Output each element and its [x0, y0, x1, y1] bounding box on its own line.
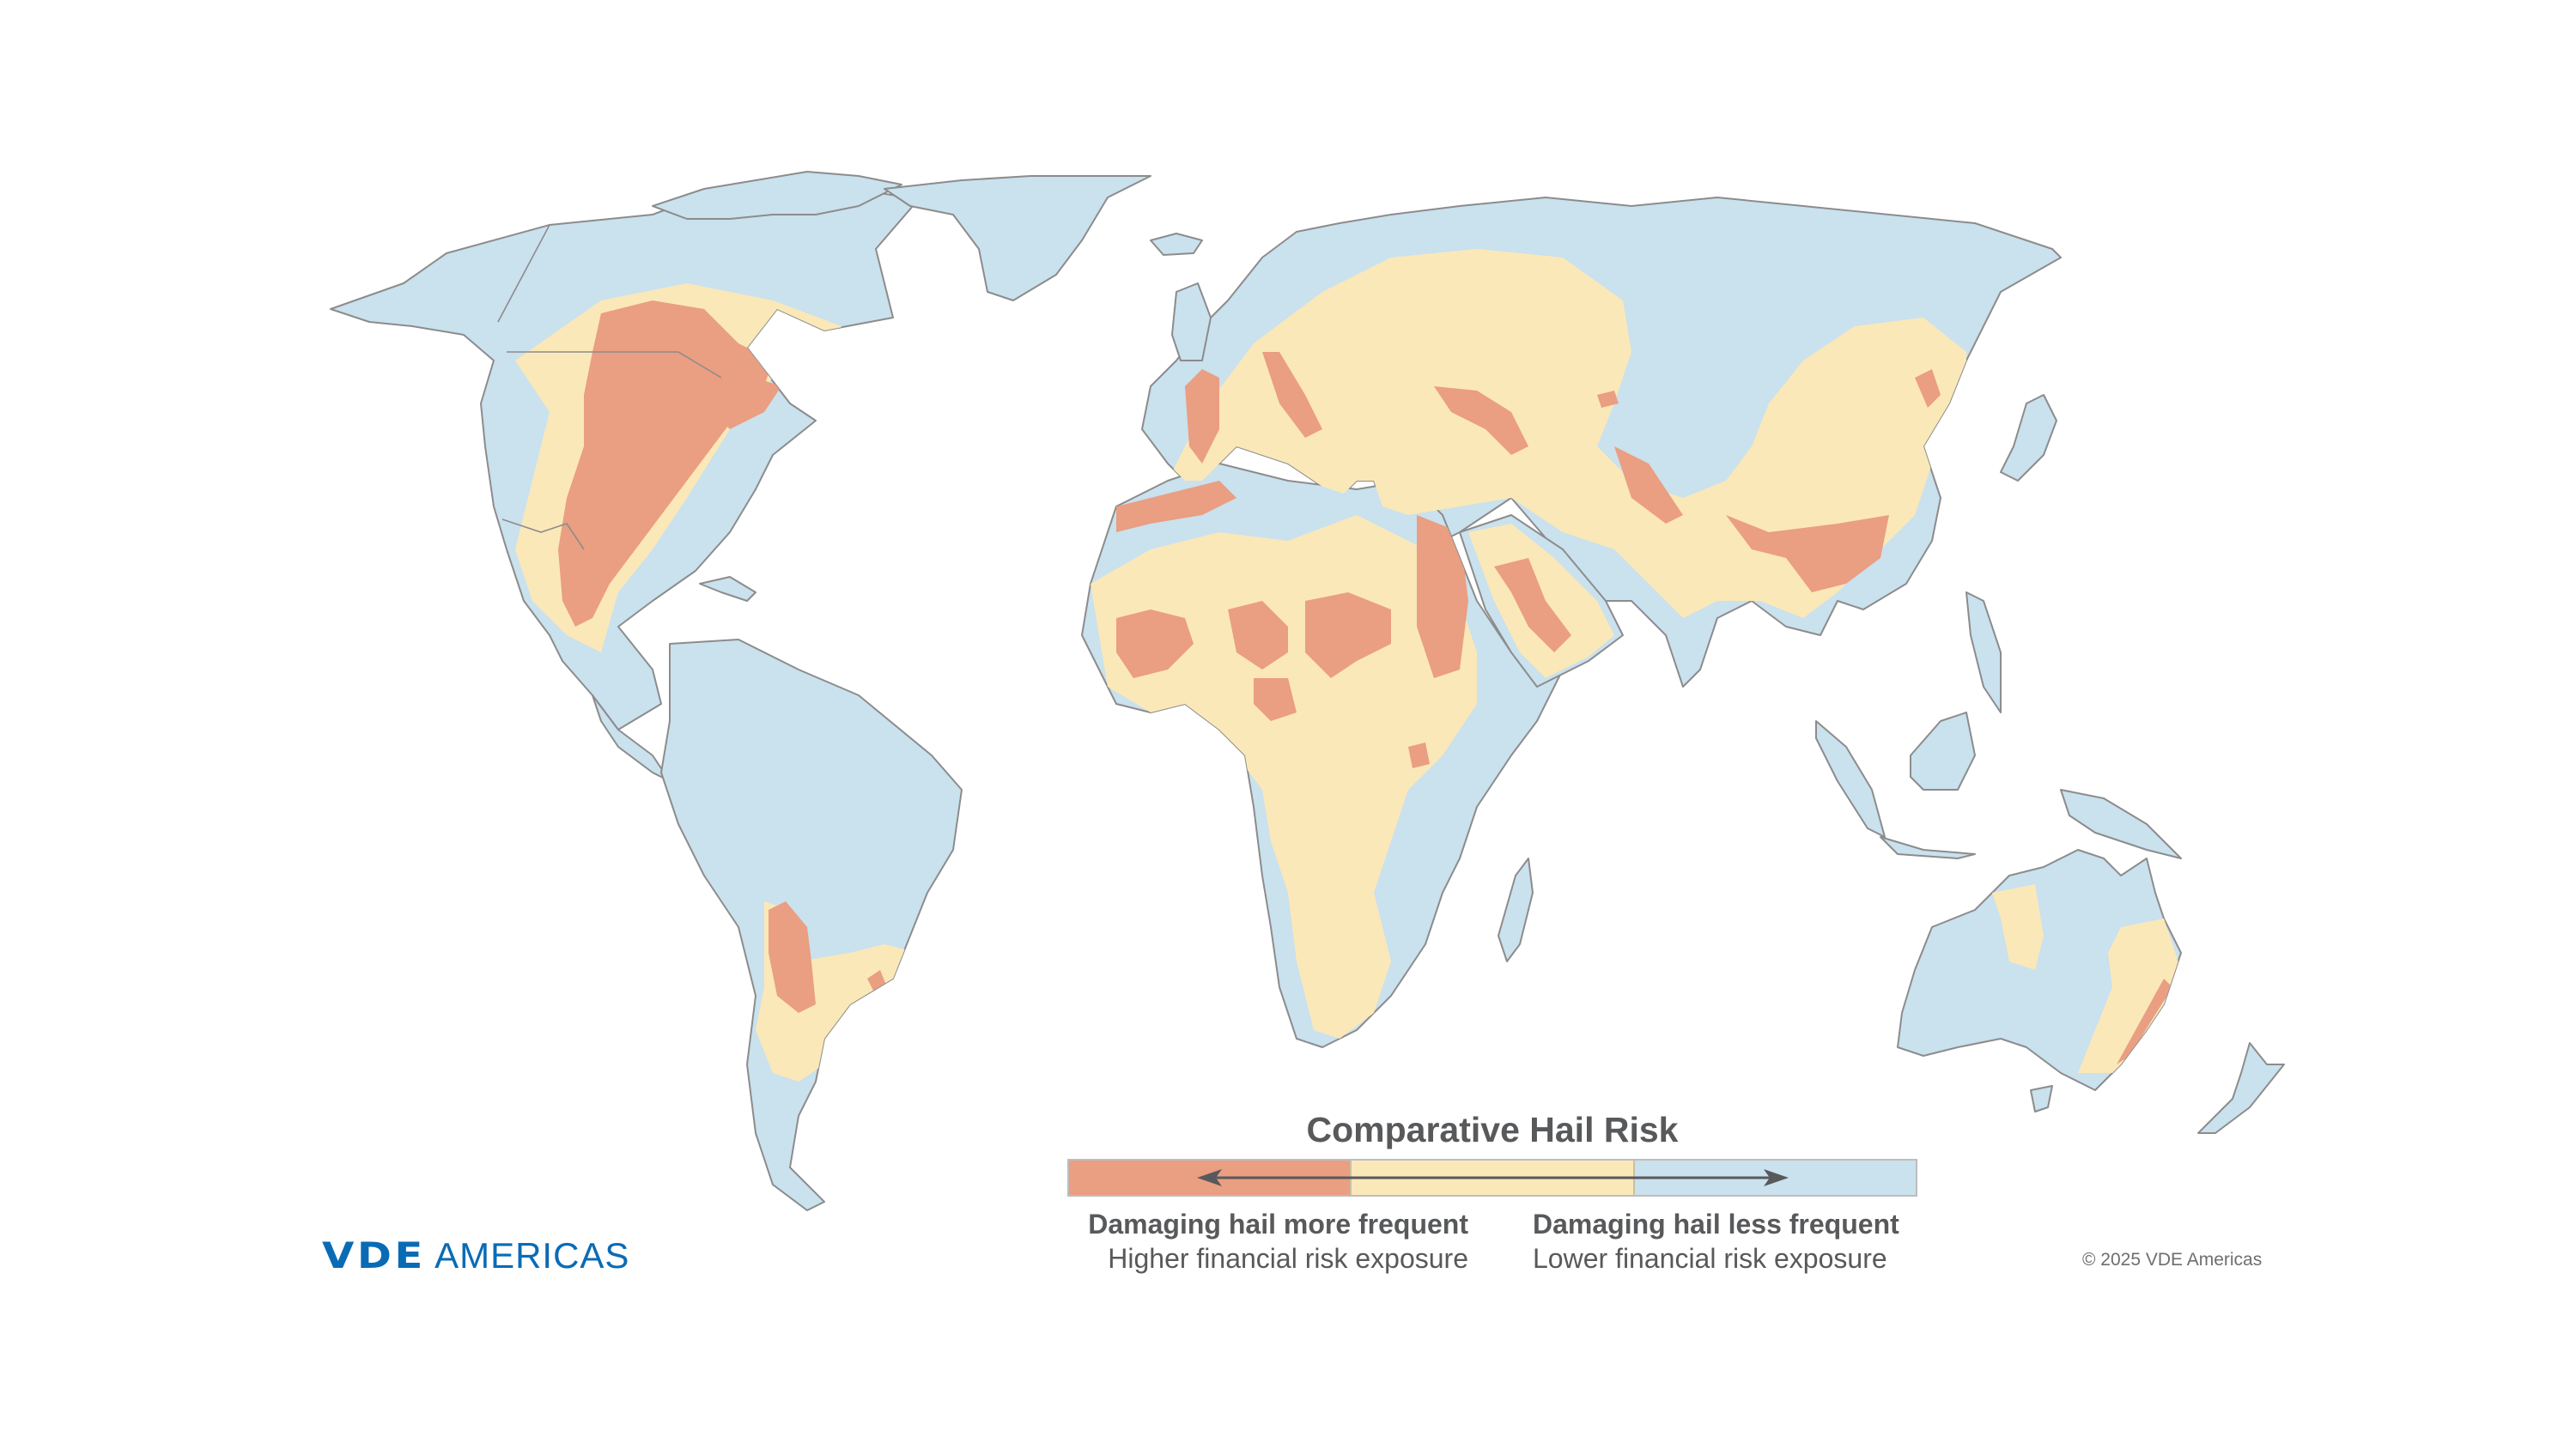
double-arrow-icon	[1197, 1169, 1789, 1186]
japan	[2000, 394, 2057, 482]
us-mexico-border	[501, 518, 585, 550]
iceland	[1150, 233, 1203, 256]
logo-americas: AMERICAS	[434, 1235, 630, 1276]
sumatra	[1815, 720, 1886, 838]
arabia-high	[1494, 558, 1571, 652]
british-isles	[1171, 282, 1212, 361]
high-risk-zones	[558, 300, 2172, 1064]
us-canada-border	[507, 351, 722, 379]
tasmania	[2030, 1085, 2053, 1113]
new-guinea	[2060, 789, 2182, 859]
legend-right-label: Damaging hail less frequent	[1533, 1209, 1899, 1240]
legend-left-label: Damaging hail more frequent	[1088, 1209, 1468, 1240]
borneo	[1910, 712, 1976, 791]
alaska-canada-border	[497, 224, 550, 323]
country-borders	[497, 224, 722, 550]
cuba	[699, 576, 756, 602]
legend-left-sublabel: Higher financial risk exposure	[1108, 1243, 1468, 1274]
south-america	[660, 639, 963, 1211]
greenland	[884, 175, 1151, 301]
madagascar	[1498, 858, 1534, 962]
new-zealand	[2197, 1042, 2285, 1134]
legend-right-sublabel: Lower financial risk exposure	[1533, 1243, 1887, 1274]
arctic-islands	[652, 171, 902, 220]
legend-title: Comparative Hail Risk	[1306, 1110, 1679, 1149]
vde-americas-logo: VDE AMERICAS	[322, 1234, 629, 1276]
java	[1880, 836, 1976, 859]
logo-vde: VDE	[322, 1234, 426, 1276]
central-america	[592, 694, 671, 782]
copyright-notice: © 2025 VDE Americas	[2082, 1250, 2263, 1270]
philippines	[1965, 591, 2002, 713]
